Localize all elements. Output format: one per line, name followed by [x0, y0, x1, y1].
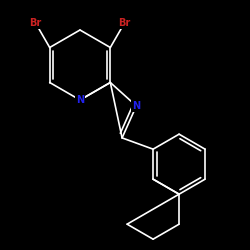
Text: Br: Br	[118, 18, 130, 28]
Text: Br: Br	[30, 18, 42, 28]
Text: N: N	[132, 101, 140, 111]
Text: N: N	[76, 95, 84, 105]
